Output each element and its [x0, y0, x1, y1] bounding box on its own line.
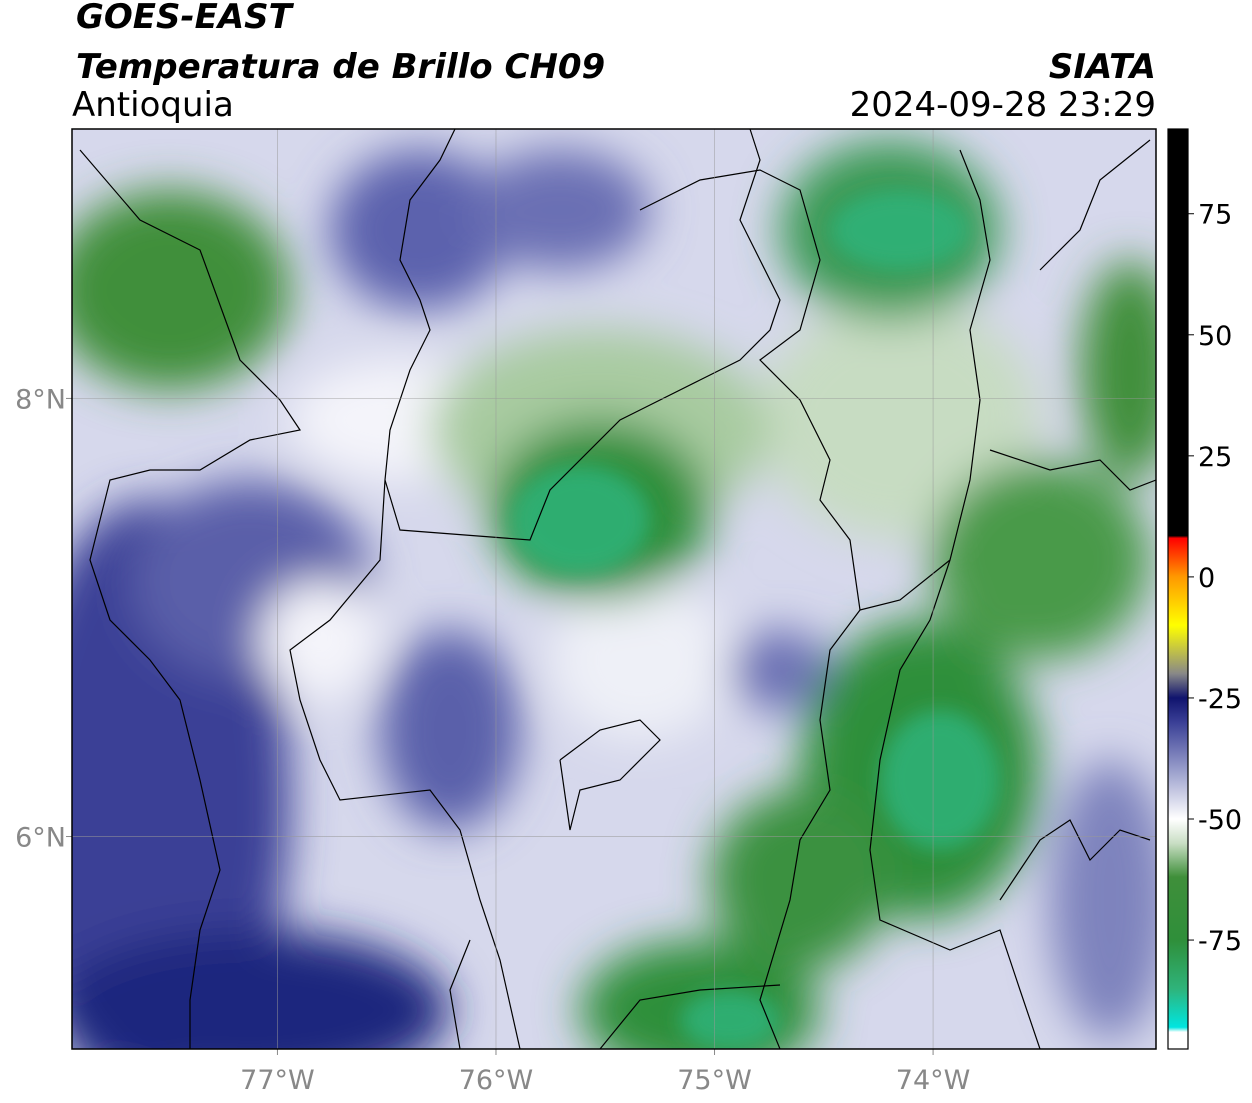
- colorbar-tick-label: 0: [1198, 563, 1215, 594]
- y-tick-label: 8°N: [15, 384, 66, 415]
- subtitle: Temperatura de Brillo CH09: [76, 47, 605, 87]
- colorbar-tick-label: 25: [1198, 442, 1232, 473]
- colorbar-tick-label: 75: [1198, 200, 1232, 231]
- colorbar-fill: [1168, 129, 1188, 1049]
- region: Antioquia: [72, 85, 234, 125]
- colorbar-tick-label: -25: [1198, 684, 1242, 715]
- map-frame: [71, 128, 1157, 1050]
- colorbar-tick-label: -50: [1198, 805, 1242, 836]
- graticule: 77°W 76°W 75°W 74°W 6°N 8°N: [15, 129, 1156, 1096]
- timestamp: 2024-09-28 23:29: [850, 85, 1156, 125]
- x-tick-label: 75°W: [677, 1065, 752, 1096]
- satellite-image: [72, 129, 1156, 1049]
- x-tick-label: 76°W: [459, 1065, 534, 1096]
- x-tick-label: 77°W: [240, 1065, 315, 1096]
- colorbar-frame: [1167, 128, 1189, 1050]
- colorbar-tick-label: 50: [1198, 321, 1232, 352]
- colorbar: -75 -50 -25 0 25 50 75: [1168, 129, 1242, 1049]
- x-tick-label: 74°W: [896, 1065, 971, 1096]
- colorbar-tick-label: -75: [1198, 926, 1242, 957]
- borders: [79, 129, 1156, 1049]
- title: GOES-EAST: [76, 0, 295, 37]
- y-tick-label: 6°N: [15, 823, 66, 854]
- source: SIATA: [1049, 47, 1156, 87]
